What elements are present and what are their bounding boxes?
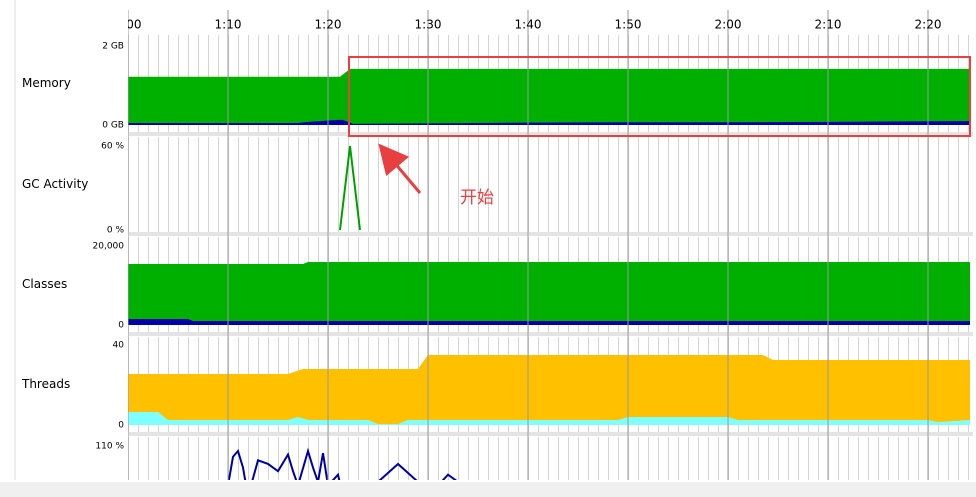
status-strip — [0, 482, 976, 497]
y-tick-label: 40 — [113, 341, 125, 351]
y-tick-label: 20,000 — [93, 242, 125, 252]
y-tick-label: 2 GB — [102, 42, 124, 52]
panel-label: Memory — [22, 76, 71, 90]
x-tick-label: 1:00 — [115, 18, 142, 32]
plot-area — [128, 437, 973, 480]
x-tick-label: 1:40 — [515, 18, 542, 32]
panel-separator — [128, 132, 973, 136]
panel-separator — [128, 432, 973, 436]
area — [128, 318, 970, 325]
panel-separator — [128, 332, 973, 336]
x-tick-label: 1:10 — [215, 18, 242, 32]
area — [128, 412, 970, 425]
panel-label: Threads — [21, 377, 70, 391]
area — [128, 119, 970, 125]
x-tick-label: 1:50 — [615, 18, 642, 32]
highlight-box — [348, 56, 971, 137]
y-tick-label: 0 — [118, 321, 124, 331]
line — [227, 447, 458, 480]
y-tick-label: 110 % — [95, 442, 124, 452]
y-tick-label: 60 % — [101, 142, 124, 152]
panel-separator — [128, 232, 973, 236]
plot-area — [128, 137, 973, 232]
area — [128, 68, 970, 125]
panel-label: GC Activity — [22, 177, 88, 191]
y-tick-label: 0 — [118, 421, 124, 431]
annotation: 开始 — [460, 188, 494, 208]
area — [128, 355, 970, 425]
area — [128, 261, 970, 325]
y-tick-label: 0 % — [107, 226, 125, 236]
x-tick-label: 1:20 — [315, 18, 342, 32]
line — [339, 145, 361, 231]
x-tick-label: 1:30 — [415, 18, 442, 32]
x-tick-label: 2:20 — [915, 18, 942, 32]
panel-label: Classes — [22, 277, 67, 291]
x-tick-label: 2:10 — [815, 18, 842, 32]
arrow — [378, 143, 422, 194]
y-tick-label: 0 GB — [102, 121, 124, 131]
x-tick-label: 2:00 — [715, 18, 742, 32]
